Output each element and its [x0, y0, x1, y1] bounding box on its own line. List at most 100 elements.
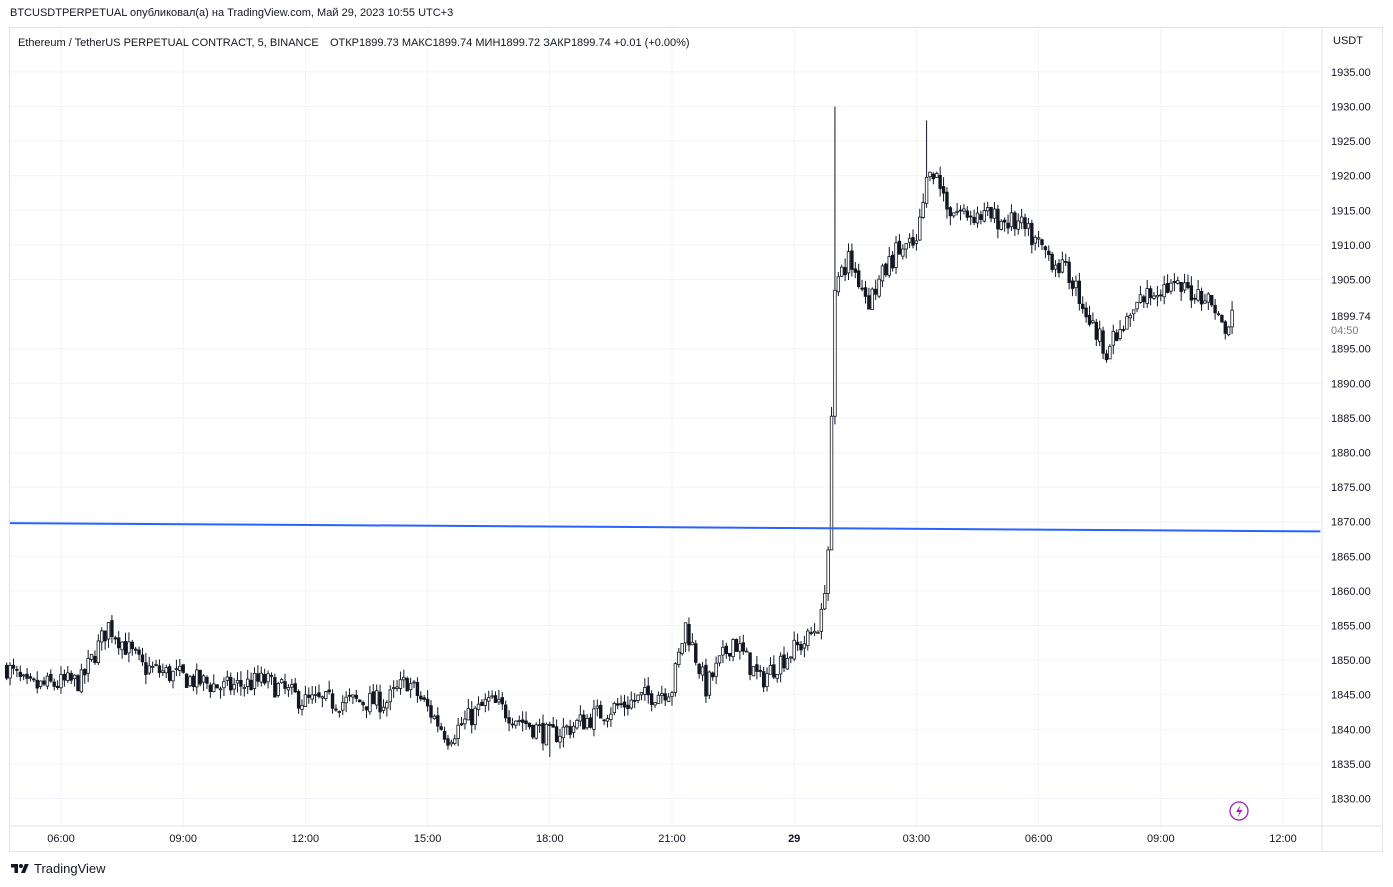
candle — [473, 705, 477, 730]
candle — [714, 656, 718, 685]
candle-body — [120, 641, 124, 651]
candle-body — [76, 675, 80, 692]
candle-body — [945, 191, 949, 210]
candle — [235, 672, 240, 693]
candle-body — [117, 637, 121, 649]
candle-body — [1230, 309, 1234, 328]
candle — [979, 210, 983, 225]
candle — [1125, 312, 1129, 330]
candle — [778, 652, 783, 683]
candle-body — [989, 206, 993, 219]
candle-body — [395, 686, 399, 689]
candle — [738, 635, 742, 660]
candle — [113, 635, 118, 645]
candle — [137, 646, 141, 661]
candle — [1223, 320, 1227, 340]
candle-body — [527, 722, 532, 728]
price-tick-label: 1885.00 — [1331, 413, 1371, 425]
candle-body — [507, 717, 511, 724]
time-tick-label: 29 — [788, 833, 800, 845]
candle-body — [1145, 288, 1149, 304]
candle-body — [208, 684, 213, 693]
candle — [887, 246, 891, 278]
price-axis[interactable]: USDT 1935.00 1930.00 1925.00 1920.00 1915.00 1… — [1321, 28, 1371, 851]
candle-body — [334, 708, 338, 711]
candle — [408, 677, 413, 698]
candle-body — [894, 242, 898, 268]
candle — [456, 717, 460, 747]
candle-body — [218, 688, 223, 691]
candle-body — [809, 632, 813, 634]
candle-body — [245, 678, 250, 687]
candle — [188, 674, 192, 688]
candle — [646, 677, 650, 704]
candle — [381, 699, 386, 714]
candle — [198, 669, 202, 687]
candle-body — [405, 678, 409, 692]
candle-body — [785, 658, 790, 670]
tradingview-logo-icon — [11, 863, 29, 873]
candle-body — [826, 549, 830, 594]
candle — [850, 243, 854, 277]
footer-brand: TradingView — [10, 861, 106, 876]
candle-body — [103, 630, 107, 642]
candle — [25, 667, 29, 685]
candle — [1121, 325, 1126, 333]
candle-body — [568, 726, 572, 735]
candle — [677, 647, 681, 668]
candle — [106, 622, 111, 648]
candle — [1101, 326, 1105, 360]
candle-body — [585, 717, 589, 729]
candle — [768, 657, 773, 675]
candle-body — [707, 671, 712, 696]
candle — [1148, 285, 1153, 306]
candle-body — [687, 624, 691, 646]
candle — [429, 700, 433, 724]
candle-body — [419, 695, 423, 700]
candle-body — [639, 692, 644, 696]
candle-body — [626, 704, 630, 709]
candle — [823, 585, 827, 611]
candle-body — [537, 724, 542, 727]
candle-body — [191, 675, 196, 687]
candle-body — [110, 620, 114, 637]
candle — [354, 689, 359, 703]
candle-body — [1101, 330, 1105, 354]
candle-body — [1074, 280, 1078, 289]
trendline[interactable] — [9, 522, 1321, 533]
chart-grid — [10, 28, 1322, 826]
candle-body — [714, 662, 718, 677]
candle-body — [812, 630, 817, 634]
candle-body — [653, 702, 657, 706]
lightning-icon[interactable] — [1229, 801, 1249, 821]
candle — [378, 684, 382, 720]
candle — [1064, 253, 1068, 267]
candle — [802, 635, 807, 658]
candle-body — [235, 680, 240, 684]
candle-body — [1026, 223, 1031, 229]
candle-body — [347, 694, 352, 697]
candle — [35, 671, 39, 694]
candle — [1108, 344, 1112, 360]
candle — [615, 698, 620, 710]
candle-body — [1199, 290, 1204, 305]
candle — [717, 655, 722, 667]
time-axis[interactable]: 06:00 09:00 12:00 15:00 18:00 21:00 29 03:00 06:… — [10, 825, 1383, 845]
trendline-layer[interactable] — [9, 522, 1321, 533]
candle-body — [531, 724, 535, 738]
candle — [629, 691, 633, 710]
candle-body — [999, 220, 1003, 230]
candle — [266, 670, 270, 689]
candle — [432, 714, 437, 720]
candle — [76, 674, 80, 692]
candle-body — [690, 641, 695, 646]
candle-body — [1165, 283, 1170, 293]
candle-body — [1186, 282, 1190, 289]
candle — [245, 669, 250, 695]
candle-body — [666, 696, 671, 702]
candle-body — [663, 693, 667, 701]
candle — [840, 264, 844, 278]
candle-body — [829, 415, 834, 551]
candle — [361, 700, 365, 712]
